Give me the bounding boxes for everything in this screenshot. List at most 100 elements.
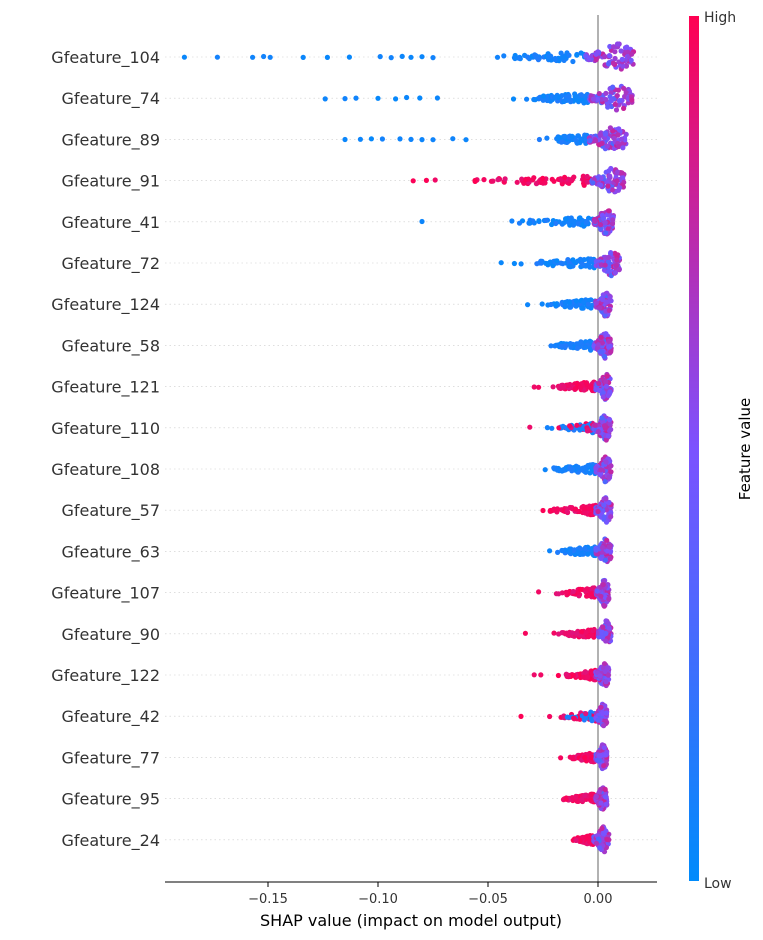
shap-dot: [619, 170, 625, 176]
shap-dot: [610, 217, 616, 223]
shap-dot: [570, 218, 576, 224]
shap-dot: [393, 96, 399, 102]
shap-dot: [602, 131, 609, 137]
shap-dot: [511, 260, 517, 267]
shap-dot: [544, 261, 550, 267]
shap-dot: [605, 393, 611, 399]
shap-dot: [582, 510, 589, 516]
shap-dot: [548, 57, 554, 63]
shap-dot: [614, 41, 621, 47]
shap-dot: [600, 389, 606, 396]
feature-label: Gfeature_91: [61, 172, 160, 192]
shap-dot: [589, 791, 595, 797]
shap-dot: [261, 53, 267, 60]
shap-dot: [599, 545, 606, 551]
shap-dot: [494, 54, 501, 60]
shap-dot: [576, 215, 583, 221]
shap-dot: [547, 548, 553, 554]
shap-dot: [601, 514, 607, 520]
shap-dot: [538, 258, 544, 264]
shap-dot: [589, 587, 595, 593]
shap-dots: [181, 41, 637, 855]
shap-dot: [555, 549, 561, 556]
shap-dot: [608, 349, 614, 355]
shap-dot: [606, 474, 612, 480]
shap-dot: [607, 556, 613, 562]
shap-dot: [566, 52, 572, 58]
shap-dot: [379, 136, 385, 142]
shap-dot: [377, 54, 383, 60]
shap-dot: [558, 343, 564, 349]
shap-dot: [608, 165, 614, 172]
shap-dot: [605, 104, 611, 110]
shap-dot: [603, 90, 609, 96]
shap-dot: [512, 55, 518, 62]
x-tick-label: −0.05: [468, 892, 508, 907]
shap-dot: [573, 794, 579, 800]
shap-dot: [600, 394, 606, 400]
shap-dot: [605, 672, 612, 678]
shap-dot: [578, 339, 584, 345]
shap-dot: [501, 53, 507, 59]
shap-dot: [181, 54, 187, 60]
shap-dot: [622, 93, 628, 100]
shap-dot: [579, 551, 585, 557]
shap-dot: [604, 665, 611, 671]
shap-dot: [608, 514, 614, 520]
shap-dot: [589, 591, 595, 597]
shap-dot: [608, 469, 614, 475]
shap-dot: [585, 551, 591, 557]
shap-dot: [594, 588, 600, 594]
shap-dot: [559, 547, 565, 554]
shap-dot: [601, 763, 607, 769]
shap-dot: [567, 264, 574, 270]
shap-dot: [593, 793, 599, 800]
shap-dot: [300, 54, 306, 61]
shap-dot: [585, 427, 591, 433]
shap-dot: [538, 179, 544, 185]
feature-label: Gfeature_95: [61, 790, 160, 810]
shap-dot: [595, 49, 601, 55]
shap-dot: [572, 506, 579, 512]
shap-dot: [599, 349, 605, 355]
shap-dot: [568, 99, 574, 105]
shap-dot: [598, 182, 604, 188]
shap-dot: [538, 672, 544, 678]
shap-dot: [594, 757, 601, 763]
shap-dot: [562, 97, 568, 103]
shap-dot: [609, 221, 616, 227]
shap-dot: [535, 57, 542, 63]
shap-dot: [498, 260, 504, 266]
shap-dot: [600, 419, 606, 425]
shap-dot: [547, 507, 554, 514]
x-tick-label: −0.10: [358, 892, 398, 907]
shap-dot: [592, 138, 599, 144]
shap-dot: [603, 230, 609, 236]
shap-dot: [602, 262, 608, 268]
shap-dot: [581, 257, 587, 263]
shap-dot: [522, 630, 529, 636]
shap-dot: [450, 136, 456, 142]
shap-dot: [596, 753, 603, 759]
shap-dot: [606, 544, 612, 550]
shap-dot: [543, 217, 549, 223]
shap-dot: [556, 425, 562, 431]
shap-dot: [550, 384, 556, 390]
shap-dot: [607, 343, 613, 349]
shap-dot: [577, 427, 583, 433]
shap-dot: [509, 218, 515, 224]
shap-dot: [532, 52, 538, 58]
shap-dot: [604, 143, 610, 149]
shap-dot: [613, 262, 620, 269]
shap-dot: [516, 220, 523, 226]
shap-dot: [388, 55, 394, 61]
shap-dot: [598, 226, 604, 232]
shap-dot: [565, 257, 571, 263]
shap-dot: [580, 465, 586, 471]
shap-dot: [419, 137, 425, 143]
shap-dot: [570, 755, 577, 762]
shap-dot: [580, 173, 586, 179]
shap-dot: [562, 343, 568, 349]
shap-dot: [601, 661, 608, 667]
feature-label: Gfeature_24: [61, 831, 160, 851]
